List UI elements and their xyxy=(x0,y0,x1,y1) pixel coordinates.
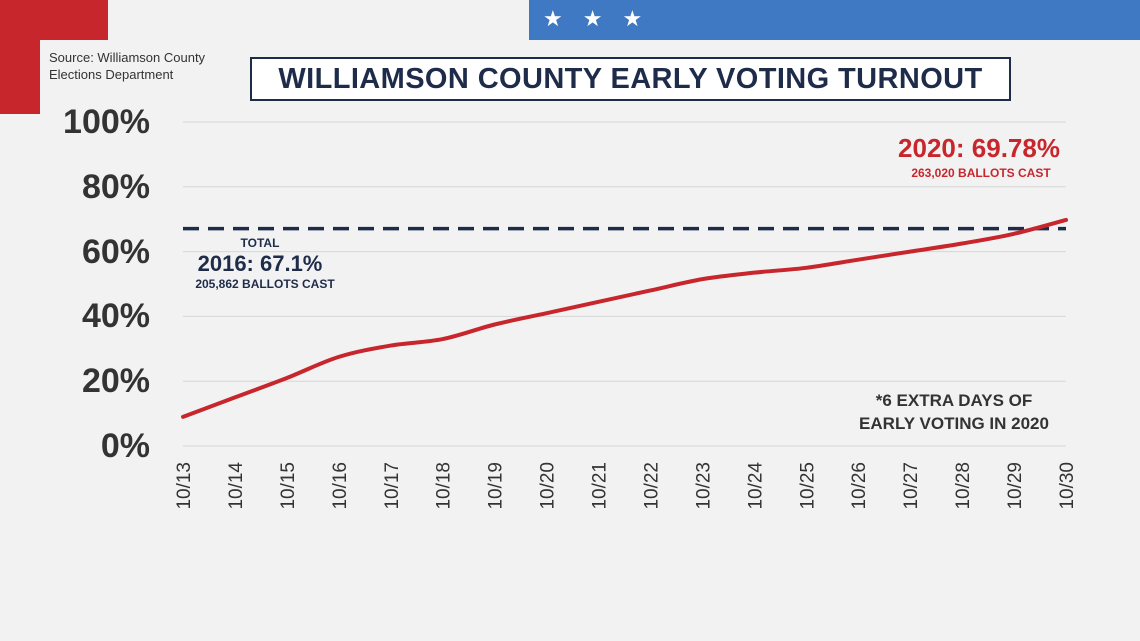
x-tick-label: 10/22 xyxy=(641,462,662,510)
source-line-1: Source: Williamson County xyxy=(49,50,206,65)
x-tick-label: 10/15 xyxy=(278,462,299,510)
x-tick-label: 10/13 xyxy=(174,462,195,510)
x-tick-label: 10/26 xyxy=(849,462,870,510)
y-tick-label: 80% xyxy=(81,167,150,206)
total-2016-value: 2016: 67.1% xyxy=(197,251,323,276)
star-icon: ★ xyxy=(582,7,603,32)
y-tick-label: 60% xyxy=(81,232,150,271)
x-tick-label: 10/17 xyxy=(382,462,403,510)
x-tick-label: 10/29 xyxy=(1005,462,1026,510)
source-line-2: Elections Department xyxy=(49,67,174,82)
x-tick-label: 10/23 xyxy=(693,462,714,510)
note-line-1: *6 EXTRA DAYS OF xyxy=(875,391,1033,410)
x-tick-label: 10/27 xyxy=(901,462,922,510)
x-tick-label: 10/21 xyxy=(590,462,611,510)
note-line-2: EARLY VOTING IN 2020 xyxy=(859,414,1049,433)
source-note: Source: Williamson County Elections Depa… xyxy=(49,49,239,83)
y-tick-label: 40% xyxy=(81,297,150,336)
corner-accent xyxy=(0,0,108,114)
star-banner: ★ ★ ★ xyxy=(529,0,1140,40)
x-tick-label: 10/18 xyxy=(434,462,455,510)
total-2016-ballots: 205,862 BALLOTS CAST xyxy=(195,277,335,291)
x-tick-label: 10/19 xyxy=(486,462,507,510)
corner-accent-horizontal xyxy=(0,0,108,40)
y-tick-label: 100% xyxy=(63,103,150,141)
extra-days-note: *6 EXTRA DAYS OF EARLY VOTING IN 2020 xyxy=(824,389,1084,435)
x-tick-label: 10/24 xyxy=(745,462,766,510)
total-2016-label: TOTAL xyxy=(240,236,280,250)
y-tick-label: 20% xyxy=(81,362,150,401)
x-tick-label: 10/16 xyxy=(330,462,351,510)
star-icon: ★ xyxy=(622,7,643,32)
x-tick-label: 10/28 xyxy=(953,462,974,510)
x-tick-label: 10/14 xyxy=(226,462,247,510)
star-icon: ★ xyxy=(543,7,563,32)
chart-title: WILLIAMSON COUNTY EARLY VOTING TURNOUT xyxy=(250,57,1011,101)
series-line-2020 xyxy=(181,217,1068,419)
x-tick-label: 10/25 xyxy=(797,462,818,510)
x-tick-label: 10/30 xyxy=(1057,462,1078,510)
ballots-2020: 263,020 BALLOTS CAST xyxy=(911,166,1051,180)
value-2020: 2020: 69.78% xyxy=(898,133,1060,163)
x-tick-label: 10/20 xyxy=(538,462,559,510)
y-tick-label: 0% xyxy=(100,427,150,465)
